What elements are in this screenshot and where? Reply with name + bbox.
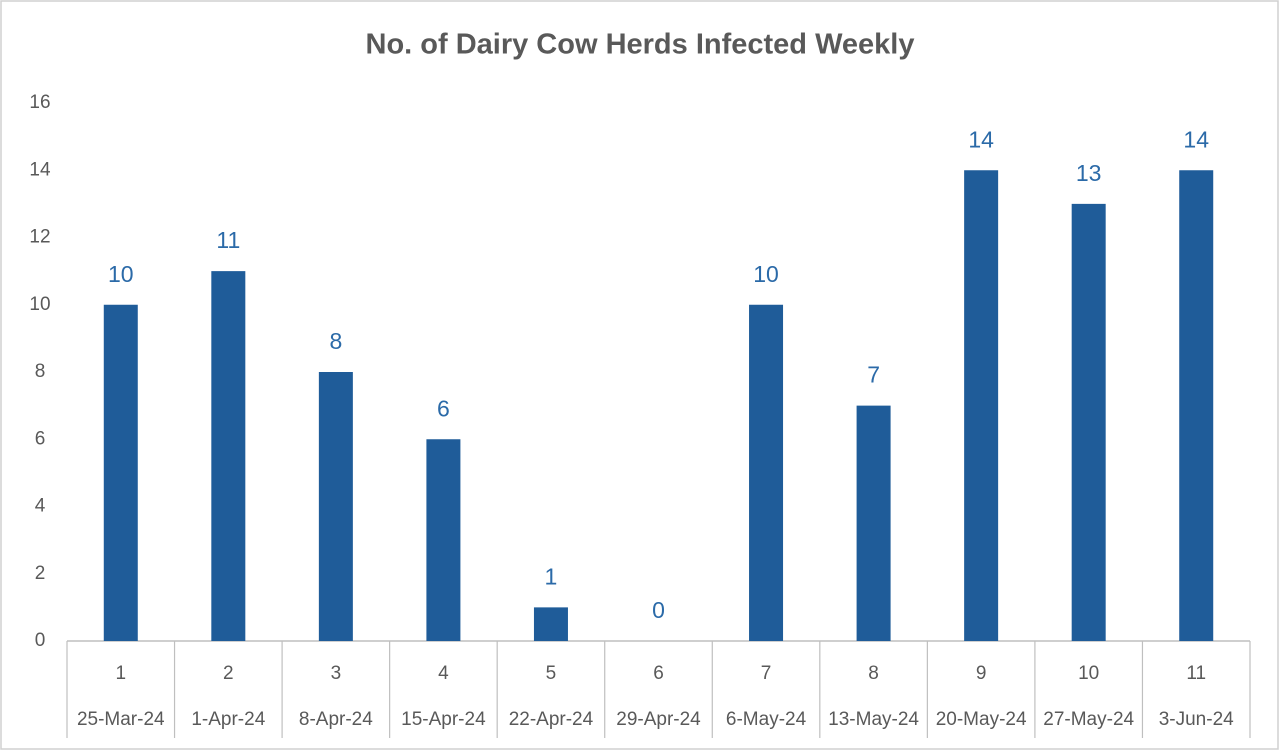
data-label: 10 <box>753 261 779 287</box>
bar <box>103 304 138 641</box>
data-label: 0 <box>652 597 665 623</box>
data-label: 6 <box>437 395 450 421</box>
y-tick-label: 16 <box>29 92 50 113</box>
bar <box>1071 203 1106 641</box>
x-tick-label: 9 <box>976 663 987 684</box>
data-label: 8 <box>329 328 342 354</box>
data-label: 14 <box>968 126 994 152</box>
y-tick-label: 8 <box>35 361 46 382</box>
x-tick-label: 2 <box>223 663 234 684</box>
y-tick-label: 12 <box>29 227 50 248</box>
y-tick-label: 4 <box>35 496 46 517</box>
y-tick-label: 0 <box>35 630 46 651</box>
y-tick-label: 6 <box>35 428 46 449</box>
chart-title: No. of Dairy Cow Herds Infected Weekly <box>366 29 915 61</box>
bar <box>426 439 461 641</box>
x-tick-label: 6 <box>653 663 664 684</box>
data-label: 10 <box>108 261 134 287</box>
bar <box>318 372 353 641</box>
bar <box>856 405 891 641</box>
y-tick-label: 10 <box>29 294 50 315</box>
x-date-label: 29-Apr-24 <box>616 709 701 730</box>
x-tick-label: 3 <box>331 663 342 684</box>
bar <box>964 170 999 641</box>
x-date-label: 13-May-24 <box>828 709 919 730</box>
x-tick-label: 8 <box>868 663 879 684</box>
x-date-label: 6-May-24 <box>726 709 807 730</box>
data-label: 7 <box>867 362 880 388</box>
x-tick-label: 11 <box>1186 663 1206 684</box>
x-date-label: 20-May-24 <box>936 709 1027 730</box>
x-date-label: 25-Mar-24 <box>77 709 165 730</box>
bar <box>533 607 568 641</box>
bar <box>1179 170 1214 641</box>
x-date-label: 3-Jun-24 <box>1159 709 1234 730</box>
bar <box>749 304 784 641</box>
y-tick-label: 14 <box>29 159 51 180</box>
x-date-label: 1-Apr-24 <box>191 709 265 730</box>
y-tick-label: 2 <box>35 563 46 584</box>
data-label: 14 <box>1183 126 1209 152</box>
data-label: 1 <box>545 563 558 589</box>
x-tick-label: 5 <box>546 663 557 684</box>
x-date-label: 22-Apr-24 <box>509 709 594 730</box>
x-date-label: 27-May-24 <box>1043 709 1134 730</box>
data-label: 11 <box>216 227 240 253</box>
x-tick-label: 10 <box>1078 663 1099 684</box>
x-date-label: 15-Apr-24 <box>401 709 486 730</box>
x-tick-label: 1 <box>115 663 126 684</box>
bar <box>211 271 246 641</box>
x-tick-label: 4 <box>438 663 449 684</box>
x-date-label: 8-Apr-24 <box>299 709 373 730</box>
data-label: 13 <box>1076 160 1102 186</box>
x-tick-label: 7 <box>761 663 772 684</box>
